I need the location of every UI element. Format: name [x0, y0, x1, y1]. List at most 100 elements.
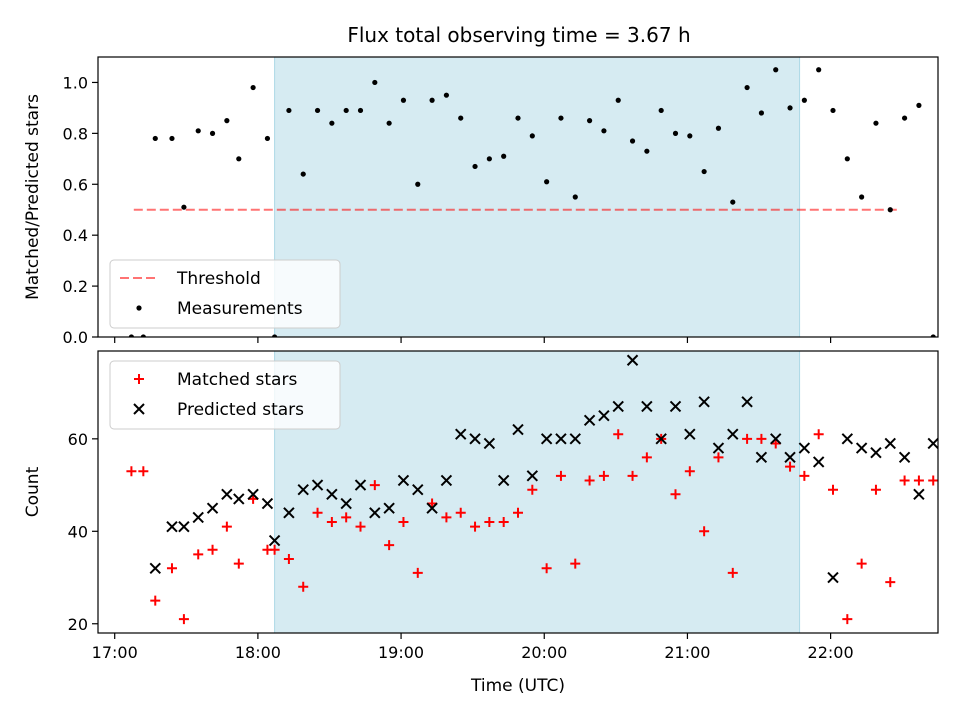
measurement-point	[458, 115, 464, 121]
measurement-point	[271, 334, 278, 337]
y-axis-label: Count	[23, 466, 43, 517]
measurement-point	[443, 92, 450, 98]
matched-star-point	[384, 540, 395, 551]
matched-star-point	[913, 475, 924, 486]
matched-star-point	[584, 475, 595, 486]
matched-star-point	[470, 521, 481, 532]
measurement-point	[658, 107, 664, 114]
y-tick-label: 20	[68, 615, 88, 634]
y-tick-label: 0.4	[63, 226, 88, 245]
plot-area	[126, 351, 938, 633]
measurement-point	[329, 120, 335, 126]
predicted-star-point	[455, 428, 467, 440]
measurement-point	[357, 107, 364, 114]
matched-star-point	[312, 507, 323, 518]
predicted-star-point	[178, 520, 190, 533]
legend-label: Measurements	[177, 299, 303, 319]
measurement-point	[601, 128, 607, 134]
predicted-star-point	[727, 428, 739, 440]
measurement-point	[209, 130, 216, 136]
matched-star-point	[813, 429, 824, 440]
predicted-star-point	[297, 483, 309, 496]
measurement-point	[873, 120, 879, 126]
measurement-point	[930, 334, 936, 337]
matched-star-point	[928, 475, 938, 486]
matched-star-point	[178, 614, 189, 625]
predicted-star-point	[798, 442, 811, 454]
measurement-point	[152, 135, 158, 142]
measurement-point	[916, 102, 922, 108]
measurement-point	[773, 67, 779, 73]
matched-star-point	[641, 452, 652, 463]
measurement-point	[558, 115, 564, 121]
predicted-star-point	[612, 400, 624, 413]
measurement-point	[701, 168, 707, 175]
predicted-star-point	[497, 474, 510, 487]
predicted-star-point	[755, 451, 768, 464]
matched-star-point	[207, 544, 218, 555]
predicted-star-point	[827, 571, 839, 584]
predicted-star-point	[268, 534, 281, 547]
y-tick-label: 1.0	[63, 73, 88, 92]
y-tick-label: 0.0	[63, 328, 88, 347]
observing-window-span	[274, 57, 800, 337]
x-tick-label: 18:00	[235, 643, 281, 662]
predicted-star-point	[927, 437, 938, 450]
measurement-point	[687, 133, 693, 139]
predicted-star-point	[426, 502, 438, 514]
measurement-point	[314, 107, 321, 114]
matched-star-point	[355, 521, 366, 532]
measurement-point	[264, 135, 271, 142]
top-panel: 0.0 0.2 0.4 0.6 0.8 1.0 Matched/Predicted star…	[23, 56, 939, 347]
legend-predicted-swatch	[133, 403, 145, 415]
predicted-star-point	[440, 474, 453, 487]
y-tick-label: 0.6	[63, 175, 88, 194]
measurement-point	[887, 207, 893, 213]
matched-star-point	[138, 466, 149, 477]
measurement-point	[644, 148, 650, 154]
predicted-star-point	[397, 474, 410, 487]
predicted-star-point	[870, 446, 882, 459]
measurement-point	[529, 133, 535, 139]
measurement-point	[472, 163, 478, 170]
measurement-point	[140, 334, 146, 337]
measurement-point	[586, 118, 593, 124]
measurement-point	[787, 105, 793, 111]
predicted-star-point	[898, 451, 911, 464]
measurement-point	[901, 115, 908, 121]
measurement-point	[572, 194, 578, 200]
measurement-point	[429, 97, 435, 103]
predicted-star-point	[841, 433, 854, 445]
matched-star-point	[885, 577, 896, 588]
matched-star-point	[613, 429, 624, 440]
measurement-point	[816, 67, 822, 73]
legend-label: Predicted stars	[177, 400, 304, 420]
measurement-point	[672, 130, 679, 136]
matched-star-point	[842, 614, 853, 625]
predicted-star-point	[221, 488, 233, 501]
measurement-point	[544, 179, 550, 185]
bottom-panel: 20 40 60 17:00 18:00 19:00 20:00 21:00 22:00 Coun…	[23, 350, 939, 696]
predicted-star-point	[669, 400, 682, 413]
measurement-point	[629, 138, 636, 144]
measurement-point	[286, 107, 292, 114]
matched-star-point	[627, 470, 638, 481]
matched-star-point	[283, 554, 294, 565]
y-axis-label: Matched/Predicted stars	[23, 94, 43, 300]
measurement-point	[715, 125, 722, 131]
matched-star-point	[742, 433, 753, 444]
predicted-star-point	[412, 483, 424, 496]
predicted-star-point	[192, 511, 204, 524]
predicted-star-point	[712, 442, 725, 454]
y-tick-label: 0.2	[63, 277, 88, 296]
predicted-star-point	[855, 442, 868, 454]
predicted-star-point	[741, 396, 753, 408]
x-tick-label: 21:00	[664, 643, 710, 662]
measurement-point	[300, 171, 306, 177]
plot-area	[128, 57, 936, 337]
matched-star-point	[221, 521, 232, 532]
legend-box	[109, 259, 341, 329]
measurement-point	[615, 97, 621, 103]
predicted-star-point	[166, 520, 178, 533]
predicted-star-point	[261, 497, 274, 510]
